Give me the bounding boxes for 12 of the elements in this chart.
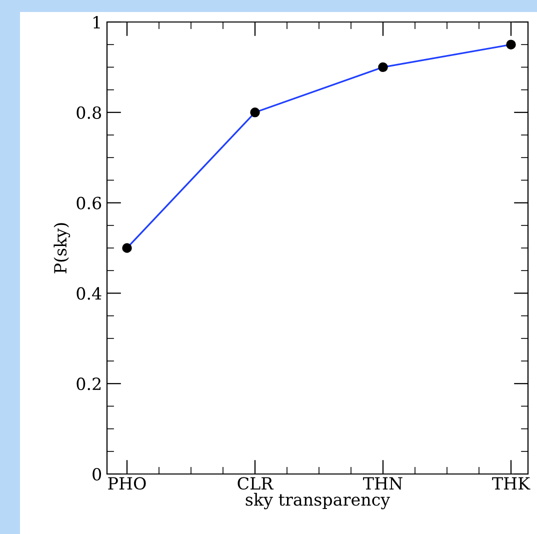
x-tick-label: THK — [492, 477, 530, 490]
y-tick-label: 0 — [92, 468, 102, 481]
x-tick-label: PHO — [108, 477, 146, 490]
y-tick-label: 1 — [94, 16, 100, 28]
y-tick-label: 0.4 — [76, 287, 102, 300]
x-axis-title: sky transparency — [246, 492, 390, 510]
x-tick-label: THN — [363, 477, 402, 490]
y-tick-label: 0.8 — [76, 106, 102, 119]
y-axis-title: P(sky) — [54, 223, 70, 274]
y-tick-label: 0.2 — [76, 378, 101, 390]
y-tick-label: 0.6 — [76, 196, 102, 210]
x-tick-label: CLR — [238, 477, 274, 490]
